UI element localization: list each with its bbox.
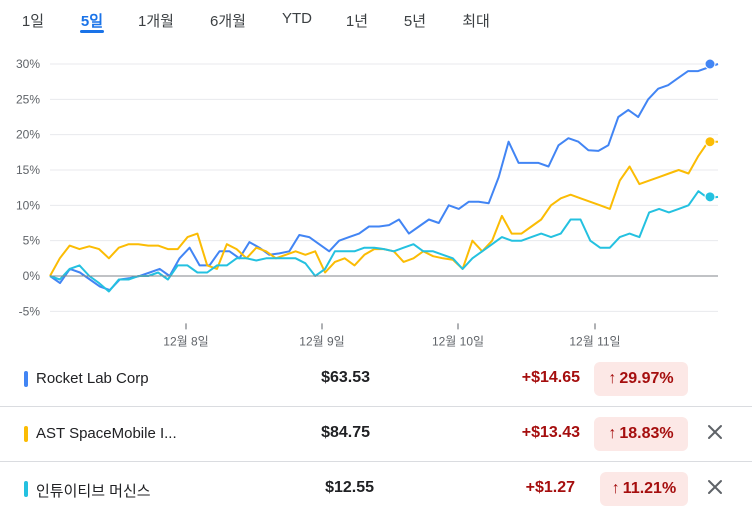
percent-change-badge: ↑ 29.97% [594, 362, 688, 396]
tab-5y[interactable]: 5년 [403, 13, 427, 30]
stock-name: AST SpaceMobile I... [36, 425, 177, 442]
arrow-up-icon: ↑ [611, 480, 620, 497]
tab-5d[interactable]: 5일 [80, 13, 104, 30]
x-tick-label: 12월 11일 [569, 334, 620, 348]
y-tick-label: 30% [16, 57, 40, 71]
stock-price: $12.55 [325, 479, 374, 496]
percent-change-badge: ↑ 18.83% [594, 417, 688, 451]
comparison-list: Rocket Lab Corp $63.53 +$14.65 ↑ 29.97% … [0, 352, 752, 516]
tab-1y[interactable]: 1년 [345, 13, 369, 30]
series-line [49, 190, 719, 293]
arrow-up-icon: ↑ [608, 425, 617, 442]
close-icon[interactable] [703, 420, 727, 444]
y-tick-label: 0% [23, 269, 41, 283]
x-tick-label: 12월 9일 [299, 334, 344, 348]
percent-change-badge: ↑ 11.21% [600, 472, 688, 506]
series-line [49, 140, 718, 277]
percent-change-value: 29.97% [619, 370, 674, 387]
tab-6m[interactable]: 6개월 [210, 13, 246, 30]
stock-name: 인튜이티브 머신스 [36, 483, 151, 500]
y-tick-label: -5% [19, 304, 41, 318]
y-tick-label: 20% [16, 128, 40, 142]
series-endpoint [704, 58, 716, 70]
comparison-chart: 30% 25% 20% 15% 10% 5% 0% -5% 12월 8일 12월 9일 12월 10… [16, 57, 719, 348]
list-item-rocket-lab[interactable]: Rocket Lab Corp $63.53 +$14.65 ↑ 29.97% [0, 352, 752, 407]
y-tick-label: 15% [16, 163, 40, 177]
x-tick-label: 12월 10일 [432, 334, 484, 348]
series-color-swatch [24, 481, 28, 497]
tab-1d[interactable]: 1일 [21, 13, 45, 30]
stock-name: Rocket Lab Corp [36, 370, 149, 387]
y-tick-label: 25% [16, 92, 40, 106]
series-line [49, 63, 719, 292]
close-icon[interactable] [703, 475, 727, 499]
percent-change-value: 18.83% [619, 425, 674, 442]
stock-price: $84.75 [321, 424, 370, 441]
x-tick-label: 12월 8일 [163, 334, 208, 348]
series-endpoint [704, 191, 716, 203]
list-item-intuitive-machines[interactable]: 인튜이티브 머신스 $12.55 +$1.27 ↑ 11.21% [0, 462, 752, 516]
arrow-up-icon: ↑ [608, 370, 617, 387]
series-color-swatch [24, 371, 28, 387]
timeframe-tabs: 1일 5일 1개월 6개월 YTD 1년 5년 최대 [0, 0, 752, 40]
y-tick-label: 10% [16, 198, 40, 212]
tab-max[interactable]: 최대 [462, 13, 490, 30]
price-change: +$13.43 [521, 424, 580, 441]
y-tick-label: 5% [23, 234, 41, 248]
list-item-ast-spacemobile[interactable]: AST SpaceMobile I... $84.75 +$13.43 ↑ 18… [0, 407, 752, 462]
tab-1m[interactable]: 1개월 [138, 13, 174, 30]
price-change: +$14.65 [521, 369, 580, 386]
price-change: +$1.27 [525, 479, 575, 496]
series-color-swatch [24, 426, 28, 442]
active-tab-indicator [80, 30, 104, 33]
stock-price: $63.53 [321, 369, 370, 386]
tab-ytd[interactable]: YTD [282, 10, 312, 27]
percent-change-value: 11.21% [622, 480, 677, 497]
series-endpoint [704, 136, 716, 148]
